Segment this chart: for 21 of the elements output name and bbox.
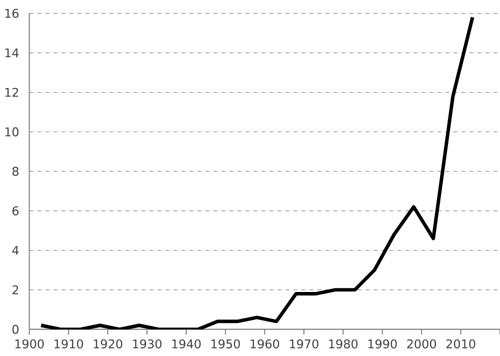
- y-tick-label: 4: [12, 246, 19, 255]
- x-tick-label: 1940: [172, 339, 201, 348]
- x-tick-label: 1960: [250, 339, 280, 348]
- x-tick-label: 1920: [94, 339, 122, 348]
- x-tick-label: 2000: [407, 339, 436, 348]
- x-tick-label: 1970: [290, 339, 318, 348]
- y-tick-label: 12: [5, 88, 18, 97]
- y-tick-label: 8: [12, 166, 18, 176]
- x-tick-label: 2010: [446, 339, 476, 348]
- y-tick-label: 10: [5, 127, 18, 136]
- y-tick-label: 2: [12, 285, 18, 294]
- x-tick-label: 1900: [15, 339, 44, 348]
- x-tick-label: 1930: [133, 339, 162, 348]
- y-tick-label: 6: [12, 206, 19, 216]
- y-tick-label: 16: [5, 8, 19, 18]
- x-tick-label: 1980: [329, 339, 358, 348]
- x-tick-label: 1950: [211, 339, 240, 348]
- y-tick-label: 0: [12, 324, 18, 334]
- x-tick-label: 1910: [54, 339, 84, 348]
- y-tick-label: 14: [5, 48, 19, 58]
- x-tick-label: 1990: [368, 339, 397, 348]
